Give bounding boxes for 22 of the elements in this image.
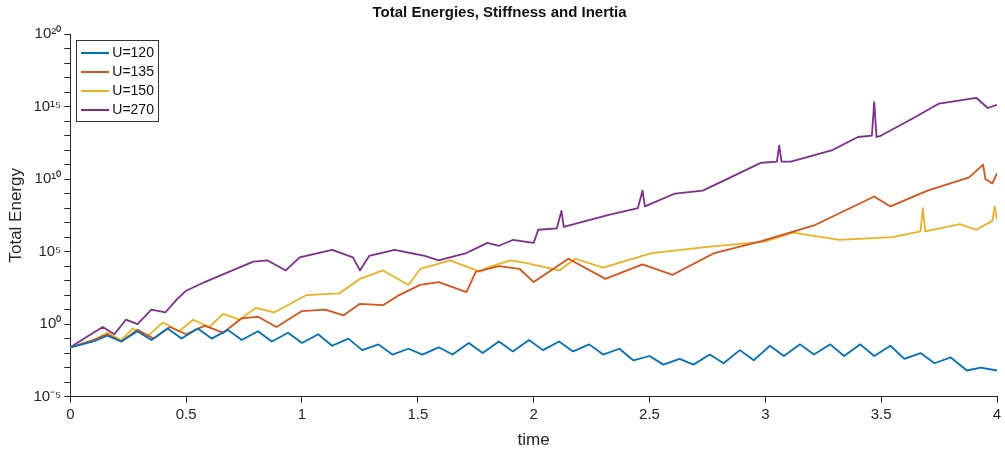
x-tick-label: 2.5 [639, 404, 660, 422]
x-tick-label: 0.5 [175, 404, 197, 422]
x-tick-label: 1 [297, 404, 307, 422]
x-tick-label: 2 [529, 404, 538, 422]
y-tick-label: 10⁰ [39, 314, 62, 332]
legend-label: U=150 [112, 81, 154, 100]
legend-label: U=120 [112, 43, 154, 62]
y-tick-label: 10¹⁵ [33, 96, 62, 114]
x-tick-label: 4 [992, 404, 1002, 422]
x-tick-label: 0 [66, 404, 75, 422]
legend-label: U=270 [112, 100, 154, 119]
x-axis-title: time [517, 430, 550, 450]
legend-label: U=135 [112, 62, 154, 81]
y-tick-label: 10⁵ [38, 241, 62, 259]
y-tick-label: 10¹⁰ [34, 169, 62, 187]
y-tick-label: 10²⁰ [34, 24, 62, 42]
y-axis-title: Total Energy [5, 167, 25, 263]
chart-title: Total Energies, Stiffness and Inertia [372, 3, 628, 21]
x-tick-label: 3.5 [870, 404, 892, 422]
x-tick-label: 3 [761, 404, 770, 422]
x-tick-label: 1.5 [407, 404, 429, 422]
y-tick-label: 10⁻⁵ [33, 386, 62, 404]
